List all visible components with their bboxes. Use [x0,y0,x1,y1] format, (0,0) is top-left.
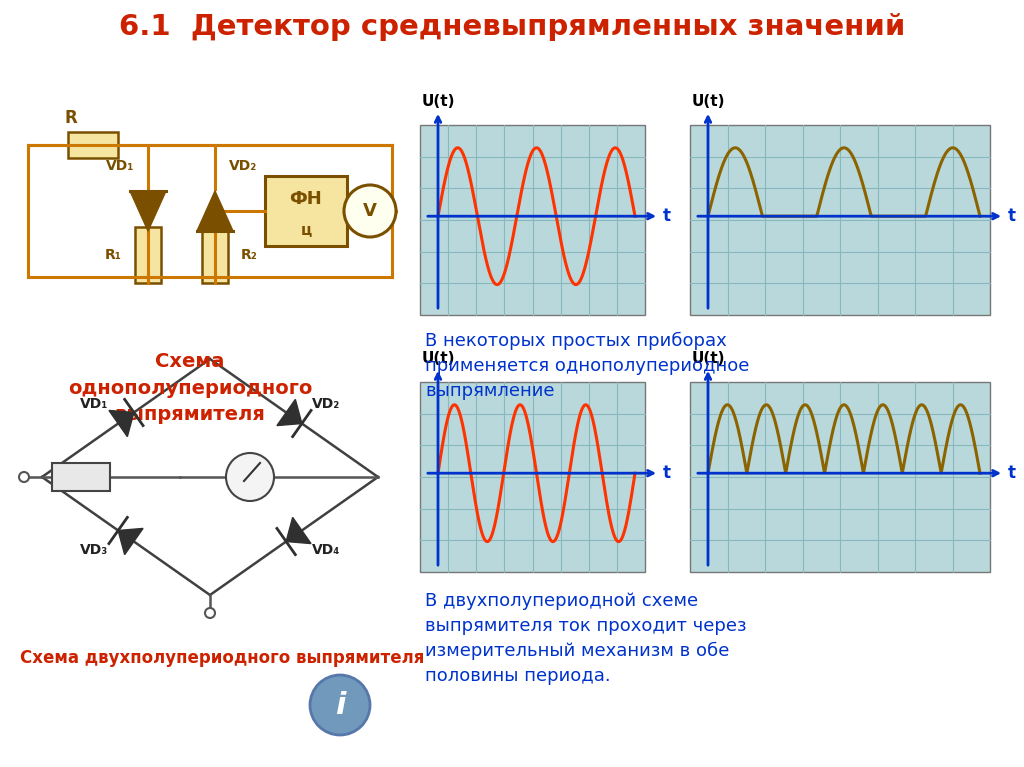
Circle shape [19,472,29,482]
Text: t: t [1008,207,1016,225]
Text: R₁: R₁ [105,248,122,262]
Text: V: V [364,202,377,220]
Text: i: i [335,690,345,719]
Text: U(t): U(t) [692,351,725,366]
Text: VD₃: VD₃ [80,543,109,557]
Text: В некоторых простых приборах
применяется однополупериодное
выпрямление: В некоторых простых приборах применяется… [425,332,750,400]
Text: U(t): U(t) [422,351,456,366]
Circle shape [205,608,215,618]
Text: t: t [1008,464,1016,482]
Text: VD₁: VD₁ [105,159,134,173]
Bar [420,382,645,572]
Text: U(t): U(t) [692,94,725,109]
Text: R: R [65,109,78,127]
Polygon shape [118,528,143,555]
Circle shape [310,675,370,735]
Text: t: t [663,207,671,225]
Text: VD₂: VD₂ [229,159,257,173]
Polygon shape [197,191,233,231]
Bar [690,382,990,572]
Text: VD₂: VD₂ [312,397,340,411]
Polygon shape [286,518,311,544]
Bar [135,227,161,283]
Text: VD₄: VD₄ [312,543,340,557]
Text: ФН: ФН [290,190,323,208]
Circle shape [226,453,274,501]
Bar [265,176,347,246]
Circle shape [344,185,396,237]
Text: В двухполупериодной схеме
выпрямителя ток проходит через
измерительный механизм : В двухполупериодной схеме выпрямителя то… [425,592,746,686]
Bar [420,125,645,315]
Polygon shape [109,410,134,436]
Polygon shape [276,400,302,426]
Text: t: t [663,464,671,482]
Text: Схема двухполупериодного выпрямителя: Схема двухполупериодного выпрямителя [20,649,424,667]
Polygon shape [130,191,166,231]
Bar [68,132,118,158]
Text: U(t): U(t) [422,94,456,109]
Text: Схема
однополупериодного
выпрямителя: Схема однополупериодного выпрямителя [68,352,312,424]
Bar [202,227,228,283]
Bar [52,463,110,491]
Bar [690,125,990,315]
Text: 6.1  Детектор средневыпрямленных значений: 6.1 Детектор средневыпрямленных значений [119,13,905,41]
Text: VD₁: VD₁ [80,397,109,411]
Text: ц: ц [300,223,311,238]
Text: R₂: R₂ [241,248,258,262]
